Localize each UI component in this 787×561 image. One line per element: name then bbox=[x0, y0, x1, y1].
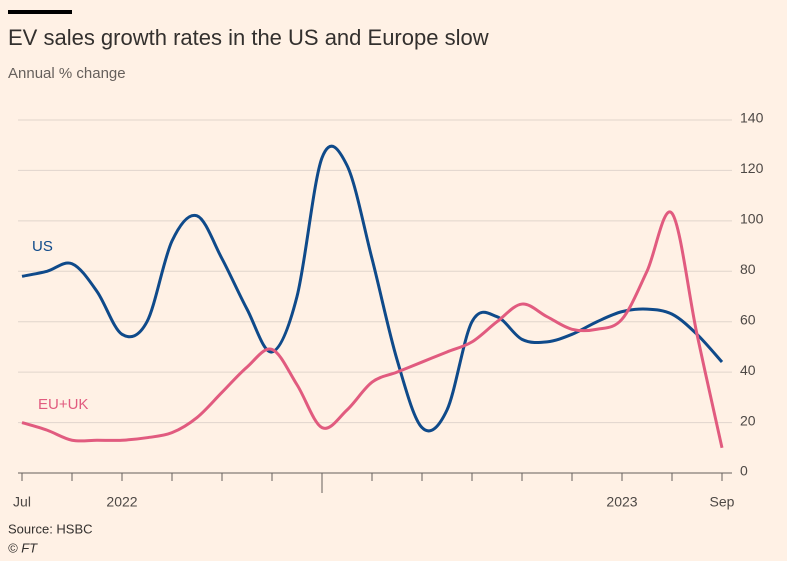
y-tick-label: 80 bbox=[740, 261, 756, 277]
x-tick-label: 2023 bbox=[606, 494, 637, 510]
series-label: EU+UK bbox=[38, 396, 88, 413]
y-tick-label: 0 bbox=[740, 463, 748, 479]
credit: © FT bbox=[8, 540, 38, 555]
brand-bar bbox=[8, 10, 72, 14]
y-tick-label: 120 bbox=[740, 160, 764, 176]
line-series bbox=[21, 144, 724, 433]
y-tick-label: 60 bbox=[740, 311, 756, 327]
y-tick-label: 40 bbox=[740, 362, 756, 378]
y-tick-label: 100 bbox=[740, 211, 764, 227]
x-tick-label: Sep bbox=[710, 494, 735, 510]
chart-subtitle: Annual % change bbox=[8, 65, 126, 82]
series-label: US bbox=[32, 238, 53, 255]
chart-title: EV sales growth rates in the US and Euro… bbox=[8, 25, 489, 50]
y-tick-label: 140 bbox=[740, 110, 764, 126]
y-tick-label: 20 bbox=[740, 412, 756, 428]
line-series bbox=[21, 210, 724, 449]
x-tick-label: Jul bbox=[13, 494, 31, 510]
x-tick-label: 2022 bbox=[106, 494, 137, 510]
source: Source: HSBC bbox=[8, 521, 93, 536]
